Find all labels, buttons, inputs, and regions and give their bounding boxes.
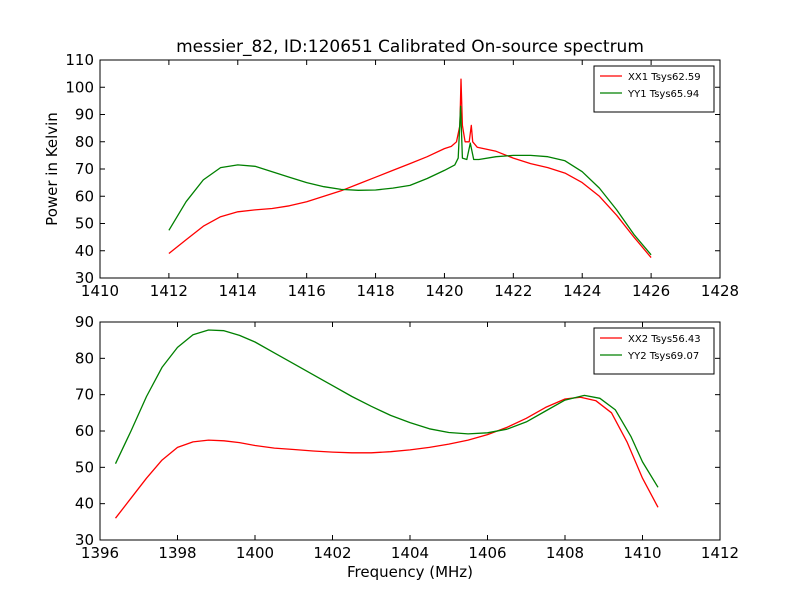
- x-tick-label: 1412: [150, 282, 188, 300]
- legend-box: [593, 65, 715, 113]
- y-axis-label: Power in Kelvin: [43, 112, 61, 226]
- y-tick-label: 30: [75, 269, 94, 287]
- x-tick-label: 1402: [313, 544, 351, 562]
- x-tick-label: 1424: [563, 282, 601, 300]
- bottom-spectrum-panel: 1396 1398 1400 1402 1404 1406 1408 1410 1412 30 40…: [75, 313, 739, 581]
- y-tick-label: 80: [75, 349, 94, 367]
- legend-label: XX1 Tsys62.59: [628, 72, 701, 83]
- y-tick-label: 100: [65, 78, 94, 96]
- y-tick-label: 50: [75, 458, 94, 476]
- x-tick-label: 1398: [158, 544, 196, 562]
- x-tick-label: 1408: [546, 544, 584, 562]
- y-tick-label: 70: [75, 386, 94, 404]
- y-tick-label: 70: [75, 160, 94, 178]
- x-tick-label: 1406: [468, 544, 506, 562]
- top-spectrum-panel: 1410 1412 1414 1416 1418 1420 1422 1424 1426 1428…: [43, 51, 739, 300]
- y-tick-label: 80: [75, 133, 94, 151]
- x-tick-label: 1404: [391, 544, 429, 562]
- x-tick-label: 1400: [236, 544, 274, 562]
- x-tick-label: 1418: [356, 282, 394, 300]
- x-tick-label: 1426: [632, 282, 670, 300]
- legend-label: XX2 Tsys56.43: [628, 334, 701, 345]
- x-tick-label: 1422: [494, 282, 532, 300]
- series-line-1: [168, 78, 652, 259]
- y-tick-label: 90: [75, 106, 94, 124]
- series-line-2: [168, 105, 652, 256]
- y-tick-label: 60: [75, 422, 94, 440]
- series-line-1: [114, 396, 659, 519]
- y-tick-label: 50: [75, 215, 94, 233]
- x-tick-label: 1428: [701, 282, 739, 300]
- series-line-2: [114, 329, 659, 488]
- y-tick-label: 40: [75, 495, 94, 513]
- x-tick-label: 1412: [701, 544, 739, 562]
- x-tick-label: 1410: [623, 544, 661, 562]
- x-tick-label: 1416: [288, 282, 326, 300]
- x-tick-label: 1420: [425, 282, 463, 300]
- legend-box: [593, 327, 715, 375]
- y-tick-label: 90: [75, 313, 94, 331]
- legend-label: YY2 Tsys69.07: [627, 351, 699, 362]
- y-tick-label: 110: [65, 51, 94, 69]
- y-tick-label: 60: [75, 187, 94, 205]
- legend: XX1 Tsys62.59 YY1 Tsys65.94: [593, 65, 715, 113]
- x-tick-label: 1396: [81, 544, 119, 562]
- legend: XX2 Tsys56.43 YY2 Tsys69.07: [593, 327, 715, 375]
- x-tick-label: 1410: [81, 282, 119, 300]
- x-axis-label: Frequency (MHz): [347, 563, 473, 581]
- y-tick-label: 40: [75, 242, 94, 260]
- figure-title: messier_82, ID:120651 Calibrated On-sour…: [176, 37, 644, 57]
- y-tick-label: 30: [75, 531, 94, 549]
- legend-label: YY1 Tsys65.94: [627, 89, 699, 100]
- x-tick-label: 1414: [219, 282, 257, 300]
